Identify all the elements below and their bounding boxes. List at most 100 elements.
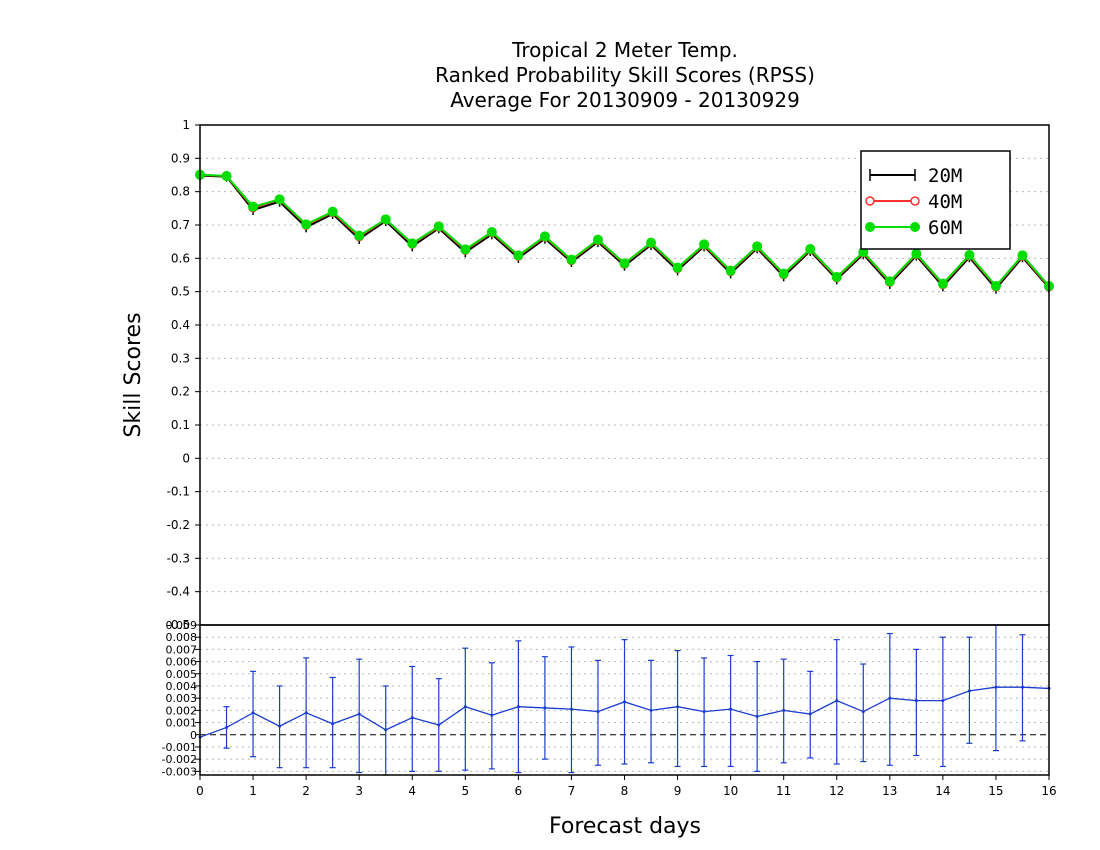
data-point-60M [831, 272, 842, 282]
mean-difference-point [278, 724, 282, 728]
diff-y-tick-label: -0.001 [162, 741, 197, 754]
data-point-60M [752, 241, 763, 252]
mean-difference-point [914, 699, 918, 703]
x-tick-label: 10 [723, 784, 738, 798]
diff-y-tick-label: 0.004 [166, 680, 198, 693]
diff-y-tick-label: -0.003 [162, 765, 197, 778]
mean-difference-point [702, 710, 706, 714]
main-y-tick-label: 0.1 [171, 418, 190, 432]
data-point-60M [354, 230, 365, 241]
main-y-tick-label: -0.3 [167, 551, 190, 565]
x-tick-label: 12 [829, 784, 844, 798]
x-tick-label: 11 [776, 784, 791, 798]
mean-difference-point [861, 710, 865, 714]
legend-label-40M: 40M [928, 191, 962, 213]
data-point-60M [301, 219, 312, 230]
mean-difference-point [251, 711, 255, 715]
data-point-60M [646, 237, 657, 248]
main-y-tick-label: -0.5 [167, 618, 190, 632]
mean-difference-point [1020, 685, 1024, 689]
data-point-60M [699, 239, 710, 250]
legend-marker-40M [865, 196, 875, 206]
diff-y-tick-label: 0.009 [166, 619, 198, 632]
diff-y-tick-label: 0.002 [166, 704, 198, 717]
mean-difference-point [729, 707, 733, 711]
diff-plot-frame [199, 624, 1050, 776]
x-tick-label: 6 [515, 784, 523, 798]
data-point-60M [407, 238, 418, 249]
data-point-60M [592, 234, 603, 245]
mean-difference-point [676, 705, 680, 709]
diff-y-tick-label: 0.001 [166, 717, 198, 730]
x-tick-label: 4 [408, 784, 416, 798]
mean-difference-point [437, 723, 441, 727]
main-y-tick-label: -0.1 [167, 485, 190, 499]
x-tick-label: 7 [568, 784, 576, 798]
main-y-tick-label: 0.7 [171, 218, 190, 232]
mean-difference-point [357, 712, 361, 716]
x-tick-label: 2 [302, 784, 310, 798]
mean-difference-point [782, 708, 786, 712]
chart-title-line-3: Average For 20130909 - 20130929 [450, 88, 800, 112]
main-y-tick-label: 0.6 [171, 251, 190, 265]
x-tick-label: 14 [935, 784, 950, 798]
data-point-60M [566, 254, 577, 265]
mean-difference-point [808, 712, 812, 716]
main-y-tick-label: 0.9 [171, 151, 190, 165]
legend-label-20M: 20M [928, 165, 962, 187]
main-y-tick-label: -0.4 [167, 585, 190, 599]
main-plot-axes: 1 0.9 0.8 0.7 0.6 0.5 0.4 0.3 0.2 0.1 0 -0.1 -0.2 -0.… [167, 118, 1050, 632]
x-tick-label: 9 [674, 784, 682, 798]
diff-y-tick-label: 0.008 [166, 631, 198, 644]
x-tick-label: 16 [1041, 784, 1056, 798]
x-axis-title: Forecast days [549, 814, 701, 839]
data-point-60M [937, 278, 948, 289]
data-point-60M [248, 201, 259, 212]
mean-difference-point [225, 725, 229, 729]
legend-label-60M: 60M [928, 217, 962, 239]
diff-y-tick-label: 0 [190, 729, 197, 742]
main-y-tick-label: 0.4 [171, 318, 190, 332]
main-y-tick-label: -0.2 [167, 518, 190, 532]
main-y-tick-label: 0.2 [171, 385, 190, 399]
data-point-60M [911, 248, 922, 259]
data-point-60M [380, 214, 391, 225]
data-point-60M [619, 258, 630, 269]
main-y-tick-label: 1 [182, 118, 190, 132]
mean-difference-point [755, 714, 759, 718]
mean-difference-point [569, 707, 573, 711]
mean-difference-point [941, 699, 945, 703]
data-point-60M [486, 227, 497, 237]
x-tick-label: 1 [249, 784, 257, 798]
diff-y-tick-label: -0.002 [162, 753, 197, 766]
data-point-60M [990, 281, 1001, 291]
difference-plot-axes: 0.0090.0080.0070.0060.0050.0040.0030.002… [162, 619, 1057, 798]
legend-marker-40M [910, 196, 920, 206]
data-point-60M [433, 221, 444, 232]
x-tick-label: 5 [461, 784, 469, 798]
legend: 20M 40M 60M [860, 150, 1011, 250]
diff-y-tick-label: 0.007 [166, 643, 198, 656]
legend-marker-60M [910, 222, 920, 232]
mean-difference-point [967, 689, 971, 693]
chart-title-line-2: Ranked Probability Skill Scores (RPSS) [435, 63, 815, 87]
mean-difference-point [490, 713, 494, 717]
chart-title-line-1: Tropical 2 Meter Temp. [511, 38, 738, 62]
mean-difference-point [384, 728, 388, 732]
difference-plot-series [198, 624, 1051, 776]
mean-difference-point [649, 708, 653, 712]
mean-difference-point [331, 722, 335, 726]
data-point-60M [274, 194, 285, 205]
mean-difference-point [543, 706, 547, 710]
data-point-60M [884, 276, 895, 287]
diff-y-tick-label: 0.006 [166, 656, 198, 669]
y-axis-title: Skill Scores [121, 312, 146, 437]
x-tick-label: 0 [196, 784, 204, 798]
data-point-60M [672, 262, 683, 273]
mean-difference-point [463, 705, 467, 709]
main-y-tick-label: 0.8 [171, 185, 190, 199]
data-point-60M [725, 265, 736, 276]
mean-difference-point [516, 705, 520, 709]
x-tick-label: 3 [355, 784, 363, 798]
